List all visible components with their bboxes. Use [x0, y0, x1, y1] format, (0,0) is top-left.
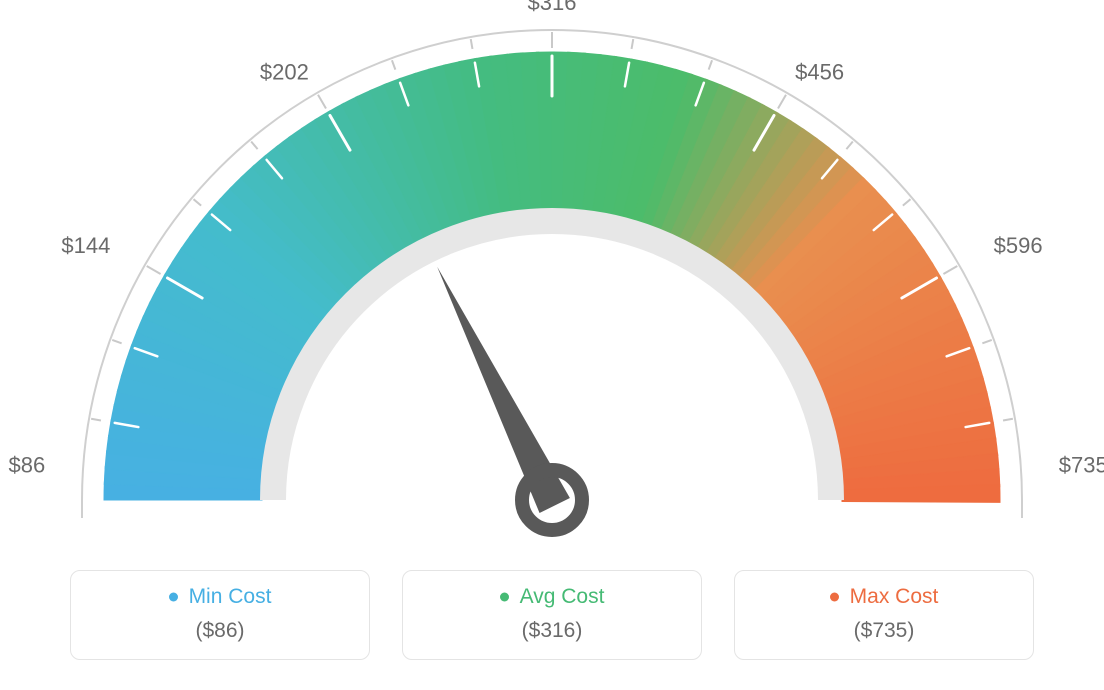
- gauge-chart: $86 $144 $202 $316 $456 $596 $735: [0, 0, 1104, 560]
- scale-label: $202: [260, 60, 309, 85]
- scale-label: $144: [61, 233, 110, 258]
- scale-label: $735: [1059, 453, 1104, 478]
- legend-label: Avg Cost: [500, 585, 605, 609]
- scale-label: $456: [795, 60, 844, 85]
- legend-value: ($86): [71, 619, 369, 643]
- legend-value: ($316): [403, 619, 701, 643]
- scale-label: $596: [994, 233, 1043, 258]
- legend-value: ($735): [735, 619, 1033, 643]
- legend-row: Min Cost ($86) Avg Cost ($316) Max Cost ($735…: [0, 570, 1104, 660]
- legend-label: Max Cost: [830, 585, 939, 609]
- color-band: [104, 52, 1000, 502]
- legend-card-max: Max Cost ($735): [734, 570, 1034, 660]
- legend-card-min: Min Cost ($86): [70, 570, 370, 660]
- legend-card-avg: Avg Cost ($316): [402, 570, 702, 660]
- gauge-svg: $86 $144 $202 $316 $456 $596 $735: [0, 0, 1104, 560]
- scale-label: $316: [528, 0, 577, 15]
- scale-label: $86: [9, 453, 46, 478]
- legend-label: Min Cost: [169, 585, 272, 609]
